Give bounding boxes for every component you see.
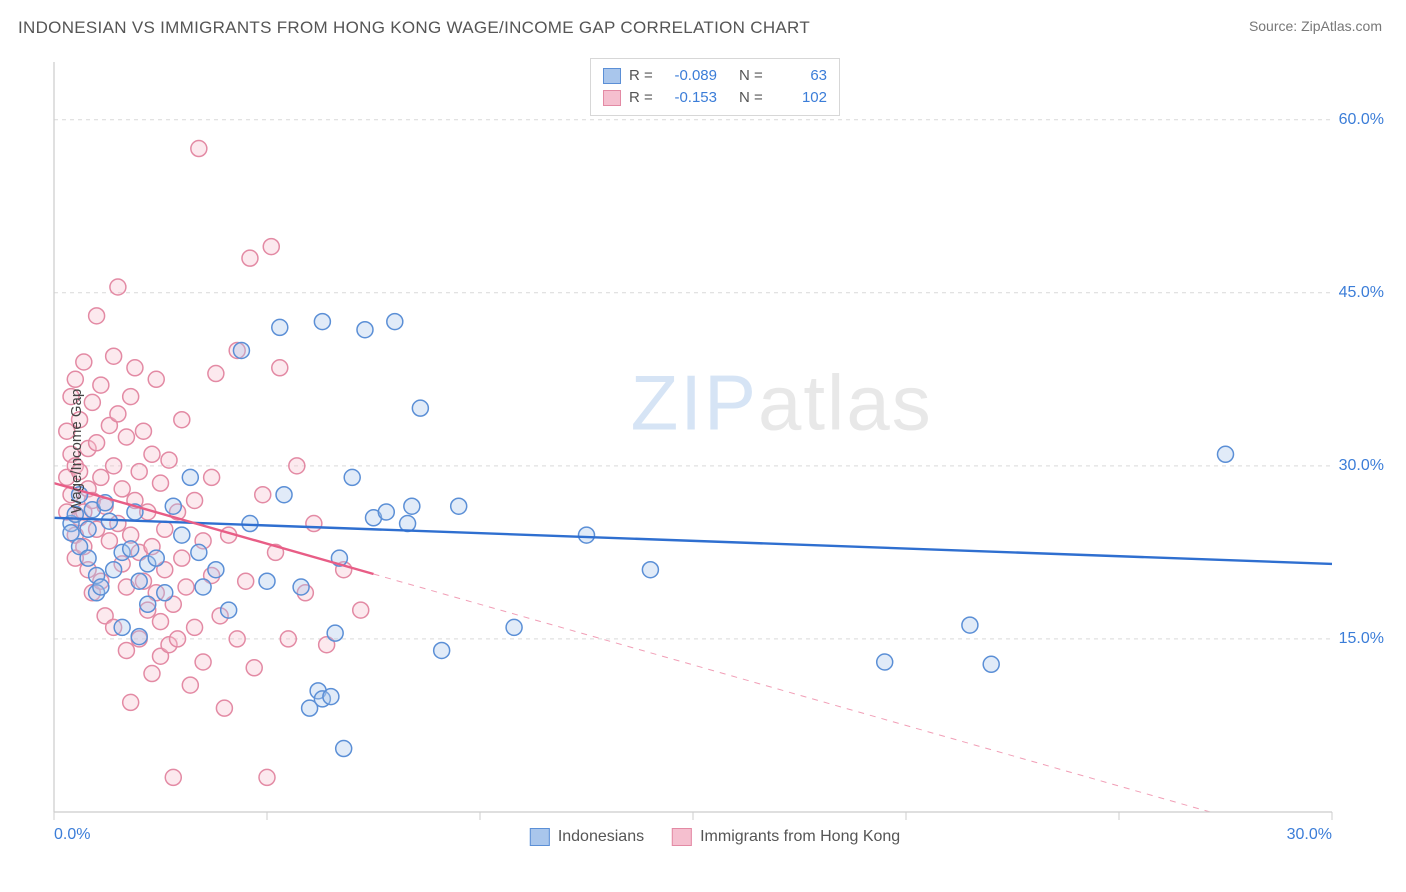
chart-area: Wage/Income Gap ZIPatlas R = -0.089 N = … <box>48 50 1382 852</box>
source-name: ZipAtlas.com <box>1301 18 1382 34</box>
legend-item-1: Immigrants from Hong Kong <box>672 828 900 846</box>
legend-row-1: R = -0.153 N = 102 <box>603 87 827 109</box>
legend-n-label-1: N = <box>739 87 767 109</box>
legend-r-value-1: -0.153 <box>665 87 717 109</box>
legend-n-label-0: N = <box>739 65 767 87</box>
legend-n-value-1: 102 <box>775 87 827 109</box>
chart-title: INDONESIAN VS IMMIGRANTS FROM HONG KONG … <box>18 18 810 38</box>
legend-swatch-indonesians <box>530 828 550 846</box>
legend-label-0: Indonesians <box>558 828 644 846</box>
y-axis-label: Wage/Income Gap <box>68 389 85 514</box>
x-tick-label: 30.0% <box>1287 826 1332 844</box>
legend-swatch-0 <box>603 68 621 84</box>
legend-swatch-1 <box>603 90 621 106</box>
series-legend: Indonesians Immigrants from Hong Kong <box>530 828 900 846</box>
legend-swatch-hongkong <box>672 828 692 846</box>
legend-n-value-0: 63 <box>775 65 827 87</box>
y-tick-label: 45.0% <box>1339 284 1384 302</box>
y-tick-label: 60.0% <box>1339 111 1384 129</box>
y-tick-label: 15.0% <box>1339 630 1384 648</box>
legend-r-label-1: R = <box>629 87 657 109</box>
legend-row-0: R = -0.089 N = 63 <box>603 65 827 87</box>
y-tick-label: 30.0% <box>1339 457 1384 475</box>
source-attribution: Source: ZipAtlas.com <box>1249 18 1382 34</box>
source-prefix: Source: <box>1249 18 1301 34</box>
legend-r-value-0: -0.089 <box>665 65 717 87</box>
legend-item-0: Indonesians <box>530 828 644 846</box>
correlation-legend: R = -0.089 N = 63 R = -0.153 N = 102 <box>590 58 840 116</box>
legend-label-1: Immigrants from Hong Kong <box>700 828 900 846</box>
scatter-plot-svg <box>48 50 1382 852</box>
header: INDONESIAN VS IMMIGRANTS FROM HONG KONG … <box>0 0 1406 44</box>
x-tick-label: 0.0% <box>54 826 90 844</box>
legend-r-label-0: R = <box>629 65 657 87</box>
